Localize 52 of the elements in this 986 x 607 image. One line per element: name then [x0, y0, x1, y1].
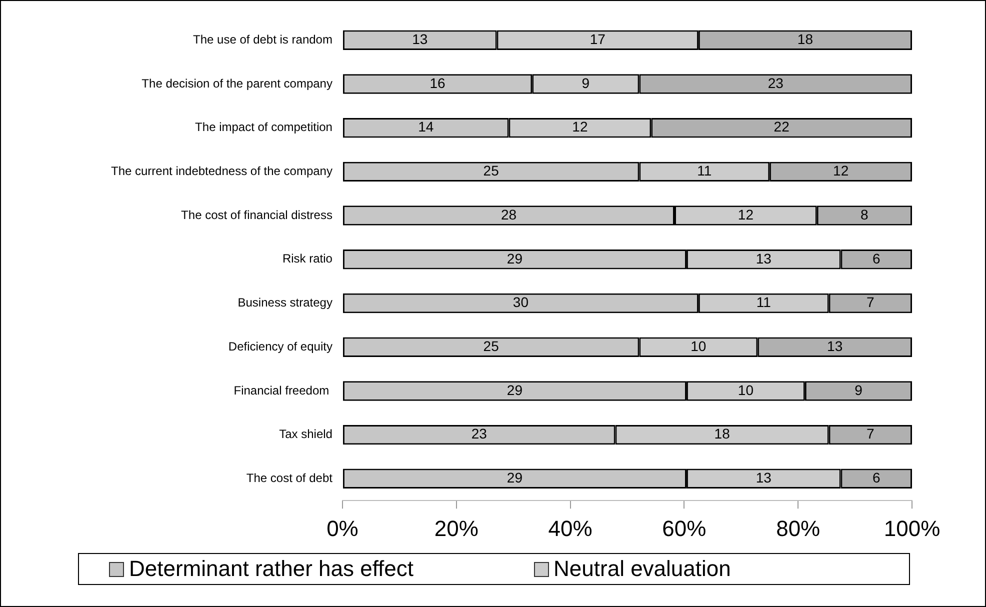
- y-tick-label: The use of debt is random: [193, 32, 332, 46]
- annotation: 7: [866, 294, 875, 310]
- y-tick-label: Risk ratio: [282, 252, 333, 266]
- annotation: 12: [833, 162, 849, 179]
- annotation: 18: [714, 426, 730, 442]
- legend-label: Neutral evaluation: [554, 556, 731, 582]
- x-tick-label: 80%: [776, 516, 820, 541]
- annotation: 10: [690, 338, 706, 354]
- annotation: 28: [500, 206, 517, 222]
- y-tick-label: Deficiency of equity: [228, 339, 332, 354]
- annotation: 17: [590, 30, 606, 47]
- annotation: 25: [483, 162, 500, 179]
- annotation: 22: [774, 118, 790, 135]
- annotation: 23: [768, 74, 784, 91]
- annotation: 7: [866, 426, 875, 442]
- y-tick-label: The cost of financial distress: [181, 208, 332, 222]
- y-tick-label: The current indebtedness of the company: [111, 164, 332, 178]
- annotation: 13: [827, 338, 843, 354]
- annotation: 6: [872, 470, 881, 486]
- annotation: 29: [506, 382, 523, 398]
- x-tick-label: 60%: [662, 516, 706, 541]
- annotation: 13: [756, 250, 772, 266]
- x-tick-label: 20%: [434, 516, 478, 541]
- annotation: 13: [756, 470, 772, 486]
- annotation: 16: [430, 74, 446, 91]
- annotation: 6: [872, 250, 881, 266]
- annotation: 18: [797, 30, 814, 47]
- legend-label: Determinant rather has effect: [129, 556, 414, 582]
- x-tick-label: 100%: [884, 516, 940, 541]
- y-tick-label: Tax shield: [279, 427, 332, 442]
- x-tick-label: 40%: [548, 516, 592, 541]
- annotation: 14: [418, 118, 434, 135]
- annotation: 12: [738, 206, 754, 222]
- annotation: 9: [854, 382, 863, 398]
- annotation: 25: [483, 338, 500, 354]
- y-tick-label: Business strategy: [238, 296, 332, 310]
- annotation: 11: [756, 294, 772, 310]
- x-tick-label: 0%: [326, 516, 358, 541]
- annotation: 30: [512, 294, 529, 310]
- annotation: 10: [738, 382, 754, 398]
- y-tick-label: The decision of the parent company: [142, 76, 332, 90]
- y-tick-label: Financial freedom: [234, 383, 332, 398]
- y-tick-label: The impact of competition: [195, 120, 332, 134]
- annotation: 11: [697, 162, 712, 179]
- annotation: 23: [471, 426, 488, 442]
- annotation: 12: [572, 118, 588, 135]
- annotation: 13: [412, 30, 428, 47]
- y-tick-label: The cost of debt: [246, 470, 334, 485]
- annotation: 9: [582, 74, 590, 91]
- annotation: 29: [506, 250, 523, 266]
- annotation: 29: [506, 470, 523, 486]
- annotation: 8: [860, 206, 869, 222]
